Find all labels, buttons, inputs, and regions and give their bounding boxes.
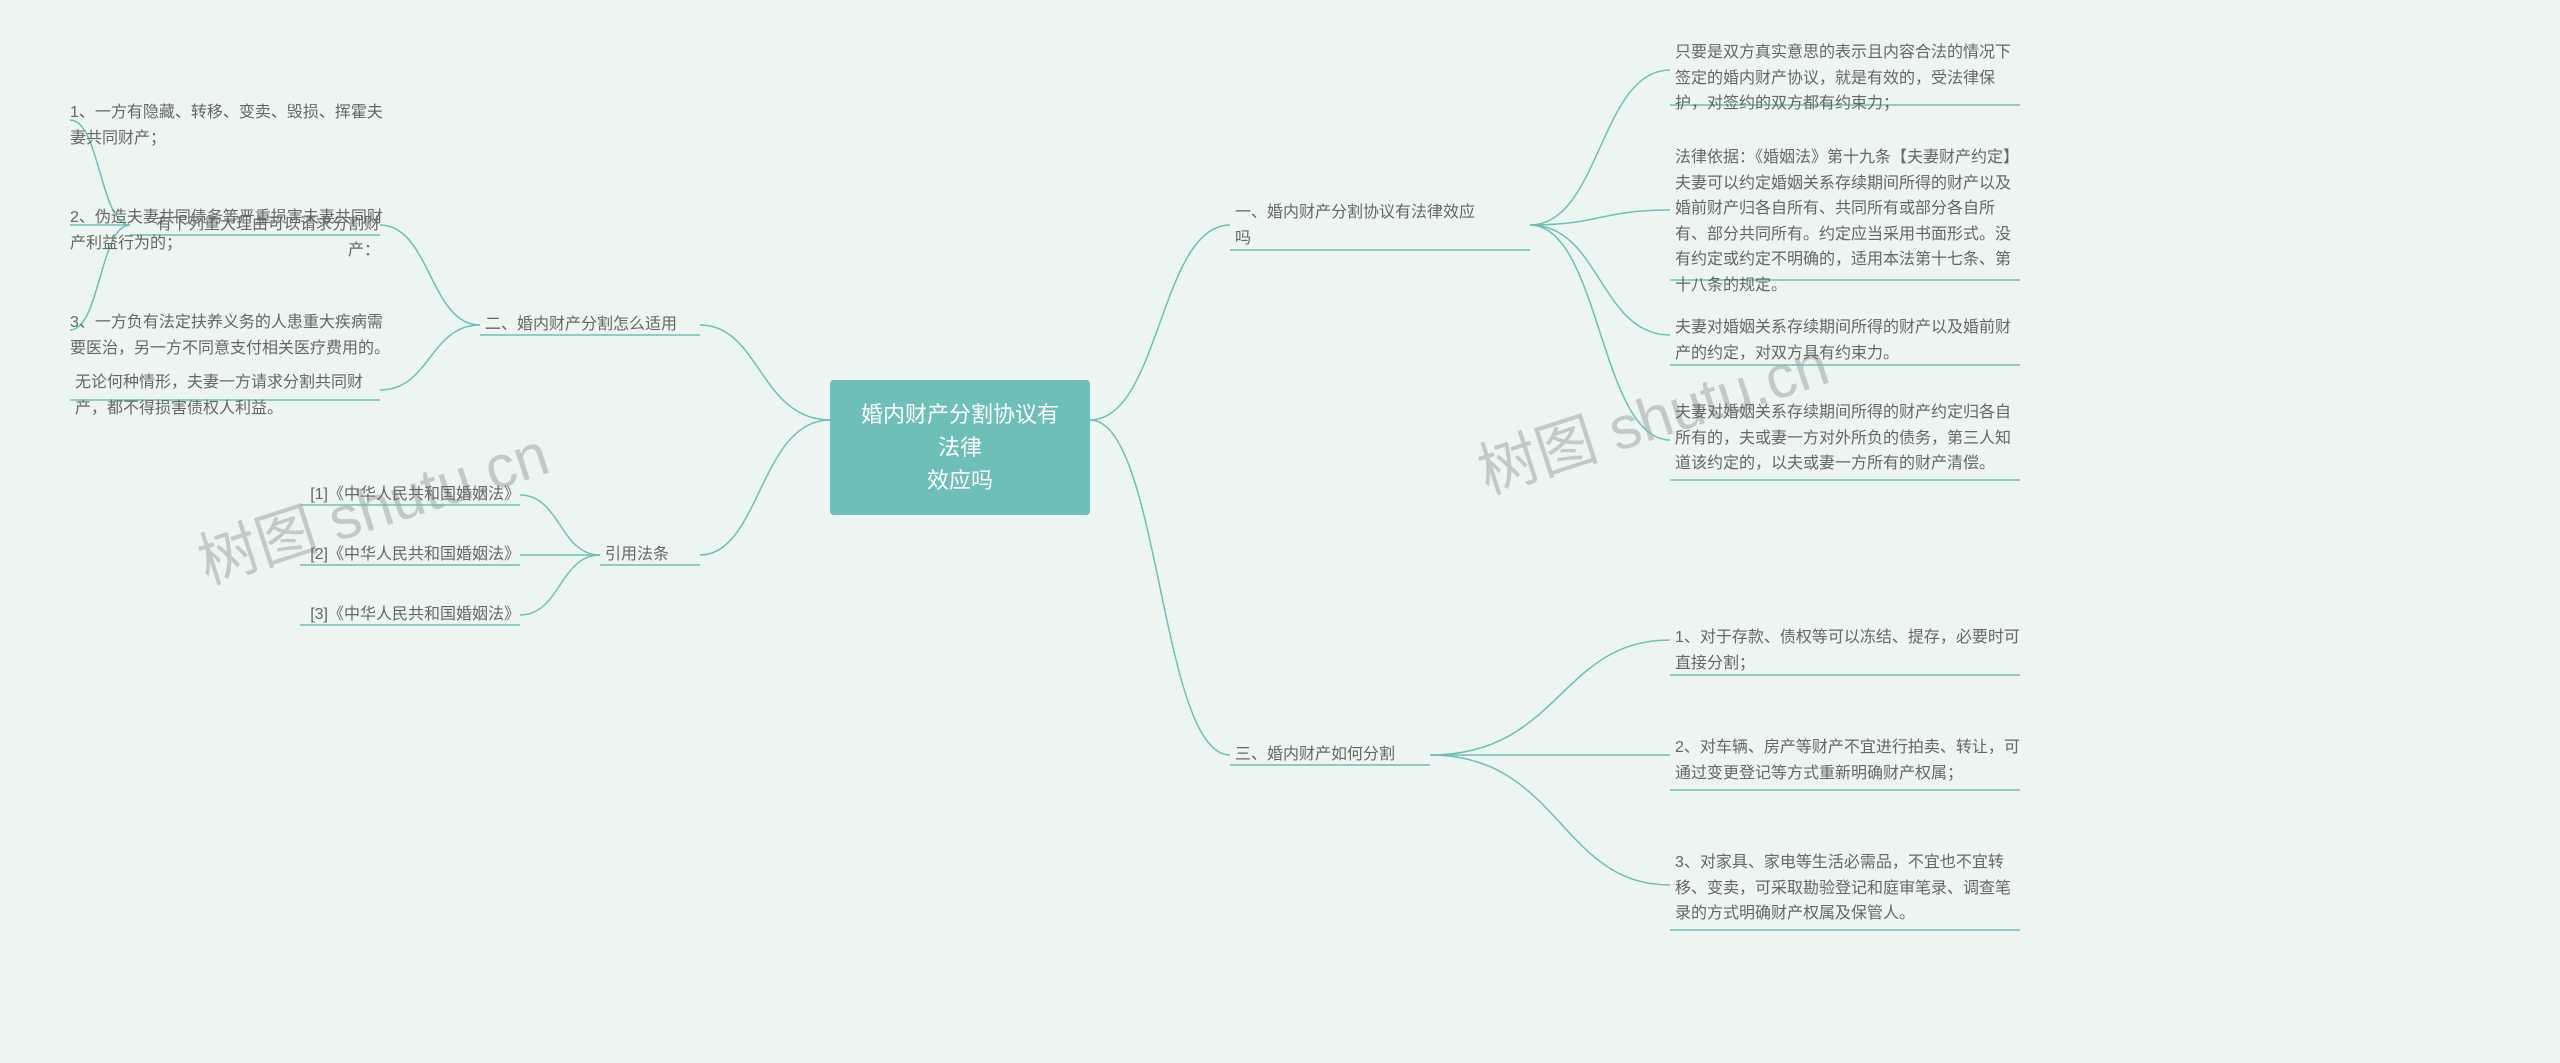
branch-l2: 二、婚内财产分割怎么适用	[485, 312, 700, 338]
r1-child-a: 只要是双方真实意思的表示且内容合法的情况下签定的婚内财产协议，就是有效的，受法律…	[1675, 40, 2020, 117]
r3-child-c: 3、对家具、家电等生活必需品，不宜也不宜转移、变卖，可采取勘验登记和庭审笔录、调…	[1675, 850, 2020, 927]
r3-child-a: 1、对于存款、债权等可以冻结、提存，必要时可直接分割；	[1675, 625, 2020, 676]
connectors	[0, 0, 2560, 1063]
root-line2: 效应吗	[927, 468, 993, 493]
l2-sub1-b: 2、伪造夫妻共同债务等严重损害夫妻共同财产利益行为的；	[70, 205, 390, 256]
branch-r1-l1: 一、婚内财产分割协议有法律效应	[1235, 204, 1475, 221]
r3-child-b: 2、对车辆、房产等财产不宜进行拍卖、转让，可通过变更登记等方式重新明确财产权属；	[1675, 735, 2020, 786]
branch-r1: 一、婚内财产分割协议有法律效应 吗	[1235, 200, 1530, 251]
r1-child-c: 夫妻对婚姻关系存续期间所得的财产以及婚前财产的约定，对双方具有约束力。	[1675, 315, 2020, 366]
root-line1: 婚内财产分割协议有法律	[861, 402, 1059, 460]
ref-c: [3]《中华人民共和国婚姻法》	[300, 602, 520, 628]
l2-sub2: 无论何种情形，夫妻一方请求分割共同财产，都不得损害债权人利益。	[75, 370, 380, 421]
branch-r1-l2: 吗	[1235, 230, 1251, 247]
r1-child-d: 夫妻对婚姻关系存续期间所得的财产约定归各自所有的，夫或妻一方对外所负的债务，第三…	[1675, 400, 2020, 477]
ref-a: [1]《中华人民共和国婚姻法》	[300, 482, 520, 508]
l2-sub1-a: 1、一方有隐藏、转移、变卖、毁损、挥霍夫妻共同财产；	[70, 100, 390, 151]
branch-ref: 引用法条	[605, 542, 700, 568]
root-node: 婚内财产分割协议有法律 效应吗	[830, 380, 1090, 515]
l2-sub1-c: 3、一方负有法定扶养义务的人患重大疾病需要医治，另一方不同意支付相关医疗费用的。	[70, 310, 390, 361]
r1-child-b: 法律依据：《婚姻法》第十九条【夫妻财产约定】夫妻可以约定婚姻关系存续期间所得的财…	[1675, 145, 2020, 299]
ref-b: [2]《中华人民共和国婚姻法》	[300, 542, 520, 568]
branch-r3: 三、婚内财产如何分割	[1235, 742, 1435, 768]
